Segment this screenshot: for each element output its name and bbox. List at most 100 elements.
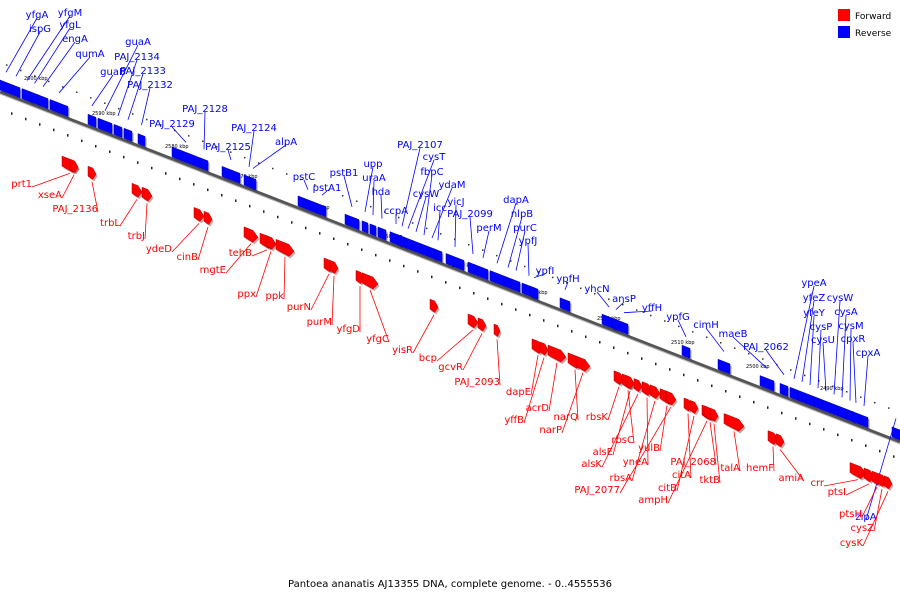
- minor-tick: [193, 183, 195, 186]
- minor-tick: [599, 341, 601, 344]
- legend-label-forward: Forward: [855, 12, 891, 22]
- gene-rev-4-block: [37, 94, 49, 110]
- legend-label-reverse: Reverse: [855, 29, 892, 39]
- minor-tick: [865, 444, 867, 447]
- gene-rev-29-block: [445, 253, 465, 271]
- minor-tick: [622, 303, 624, 306]
- minor-tick: [552, 276, 554, 279]
- minor-tick: [314, 184, 316, 186]
- minor-tick: [580, 287, 582, 290]
- gene-rev-31-leader: [482, 230, 490, 258]
- gene-rev-12-leader: [203, 111, 206, 150]
- minor-tick: [874, 401, 876, 404]
- gene-fwd-1-leader: [61, 174, 75, 199]
- minor-tick: [109, 150, 111, 153]
- gene-fwd-12-leader: [331, 275, 335, 326]
- legend: Forward Reverse: [838, 9, 892, 39]
- minor-tick: [664, 320, 666, 322]
- gene-fwd-6-label: cinB: [177, 252, 199, 263]
- gene-fwd-44-leader: [862, 491, 889, 547]
- gene-fwd-16-label: bcp: [419, 353, 437, 364]
- gene-rev-3-leader: [34, 27, 71, 84]
- gene-rev-21-label: hda: [372, 187, 391, 198]
- minor-tick: [328, 189, 330, 192]
- minor-tick: [230, 151, 232, 153]
- gene-rev-18-block: [344, 213, 360, 230]
- gene-fwd-19-leader: [530, 355, 539, 396]
- gene-rev-32-leader: [496, 202, 517, 264]
- gene-fwd-22-label: narQ: [554, 412, 579, 423]
- minor-tick: [160, 124, 162, 126]
- gene-fwd-20-block: [539, 341, 549, 356]
- minor-tick: [445, 281, 447, 284]
- gene-fwd-15-leader: [412, 314, 435, 354]
- minor-tick: [347, 243, 349, 246]
- legend-swatch-forward: [838, 9, 850, 21]
- gene-rev-28-leader: [437, 210, 441, 241]
- gene-fwd-34-leader: [667, 420, 708, 504]
- gene-fwd-9-block: [265, 235, 277, 250]
- gene-rev-21-block: [377, 226, 387, 241]
- gene-rev-13-block: [221, 165, 241, 184]
- gene-rev-22-label: ccpA: [384, 206, 408, 217]
- minor-tick: [538, 271, 540, 273]
- minor-tick: [594, 293, 596, 295]
- gene-fwd-11-label: purN: [287, 302, 311, 313]
- gene-rev-10-leader: [141, 87, 151, 126]
- gene-rev-5-label: qumA: [75, 49, 104, 60]
- minor-tick: [389, 259, 391, 262]
- gene-rev-9-leader: [127, 73, 144, 120]
- gene-fwd-0-label: prt1: [11, 179, 32, 190]
- minor-tick: [851, 439, 853, 442]
- gene-fwd-7-label: mgtE: [200, 265, 226, 276]
- gene-fwd-14-label: yfgC: [366, 334, 389, 345]
- gene-fwd-2-leader: [91, 181, 99, 213]
- gene-fwd-7-leader: [225, 243, 252, 274]
- gene-fwd-38-label: hemF: [746, 463, 774, 474]
- minor-tick: [832, 385, 834, 388]
- gene-fwd-23-label: narP: [539, 425, 562, 436]
- gene-rev-55-block: [891, 426, 900, 441]
- minor-tick: [496, 254, 498, 257]
- gene-fwd-36-label: tktB: [700, 475, 721, 486]
- gene-fwd-21-label: acrD: [526, 403, 550, 414]
- gene-rev-42-leader: [705, 327, 725, 352]
- minor-tick: [613, 346, 615, 349]
- gene-rev-47-leader: [809, 315, 815, 386]
- minor-tick: [473, 292, 475, 295]
- gene-rev-38-block: [559, 297, 571, 313]
- gene-fwd-35-leader: [709, 422, 717, 466]
- gene-fwd-17-block: [477, 317, 487, 332]
- gene-rev-36-leader: [533, 273, 546, 279]
- gene-rev-47-label: yfeY: [803, 308, 826, 319]
- minor-tick: [207, 188, 209, 192]
- minor-tick: [454, 238, 456, 241]
- gene-fwd-5-block: [193, 207, 205, 222]
- minor-tick: [795, 417, 797, 420]
- gene-rev-4-label: engA: [62, 34, 88, 45]
- minor-tick: [669, 368, 671, 371]
- gene-rev-13-label: PAJ_2125: [205, 142, 251, 153]
- minor-tick: [753, 400, 755, 404]
- gene-fwd-32-leader: [687, 413, 692, 479]
- gene-rev-54-leader: [863, 355, 869, 407]
- gene-fwd-26-label: alsE: [593, 447, 613, 458]
- minor-tick: [123, 155, 125, 159]
- minor-tick: [53, 128, 55, 132]
- gene-fwd-9-label: ppx: [237, 289, 256, 300]
- gene-rev-41-label: ypfG: [666, 312, 690, 323]
- gene-fwd-44-block: [883, 475, 893, 490]
- gene-rev-46-label: yfeZ: [803, 293, 826, 304]
- gene-fwd-1-block: [69, 158, 79, 173]
- gene-rev-20-label: uraA: [362, 173, 386, 184]
- gene-rev-25-leader: [415, 196, 427, 232]
- gene-rev-18-leader: [343, 175, 353, 207]
- minor-tick: [879, 449, 881, 453]
- gene-rev-15-block: [249, 176, 257, 190]
- gene-fwd-27-label: alsK: [581, 459, 602, 470]
- gene-fwd-16-block: [467, 313, 479, 329]
- minor-tick: [655, 362, 657, 366]
- gene-fwd-30-leader: [659, 405, 668, 452]
- gene-rev-44-block: [779, 382, 789, 397]
- tick-label-2580: 2580 kbp: [165, 144, 189, 150]
